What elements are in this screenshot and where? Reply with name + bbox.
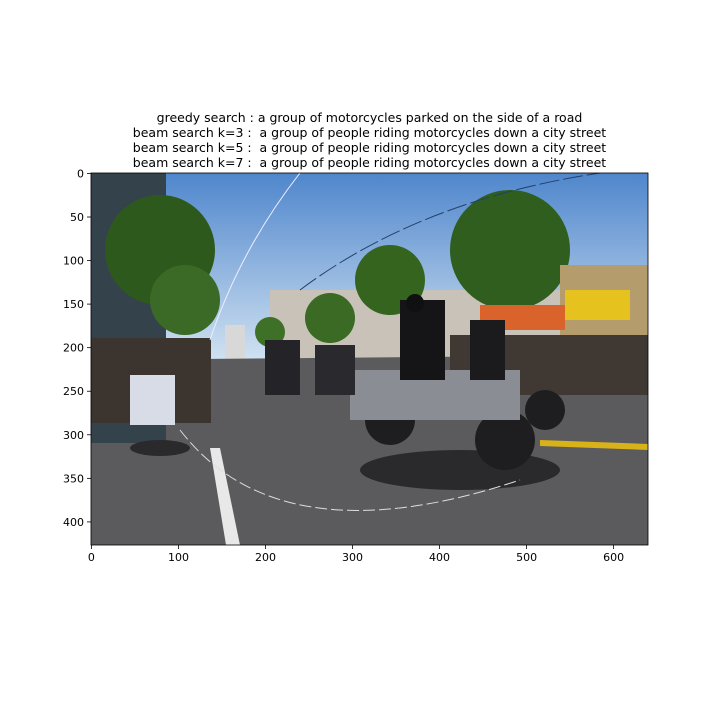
y-tick-label: 50 xyxy=(70,211,84,224)
title-line: beam search k=3 : a group of people ridi… xyxy=(133,125,606,140)
y-tick-label: 250 xyxy=(63,385,84,398)
y-tick-label: 200 xyxy=(63,342,84,355)
x-tick-label: 100 xyxy=(168,551,189,564)
x-tick-label: 400 xyxy=(429,551,450,564)
x-tick-label: 300 xyxy=(342,551,363,564)
y-tick-label: 400 xyxy=(63,516,84,529)
y-tick-label: 100 xyxy=(63,255,84,268)
photo xyxy=(91,173,648,545)
y-tick-label: 350 xyxy=(63,472,84,485)
title-line: beam search k=5 : a group of people ridi… xyxy=(133,140,606,155)
x-tick-label: 500 xyxy=(516,551,537,564)
y-tick-label: 300 xyxy=(63,429,84,442)
axes-frame xyxy=(90,172,649,546)
y-tick-label: 150 xyxy=(63,298,84,311)
x-tick-label: 600 xyxy=(603,551,624,564)
title-line: greedy search : a group of motorcycles p… xyxy=(157,110,583,125)
title-line: beam search k=7 : a group of people ridi… xyxy=(133,155,606,170)
x-tick-label: 200 xyxy=(255,551,276,564)
y-tick-label: 0 xyxy=(77,167,84,180)
x-tick-label: 0 xyxy=(88,551,95,564)
